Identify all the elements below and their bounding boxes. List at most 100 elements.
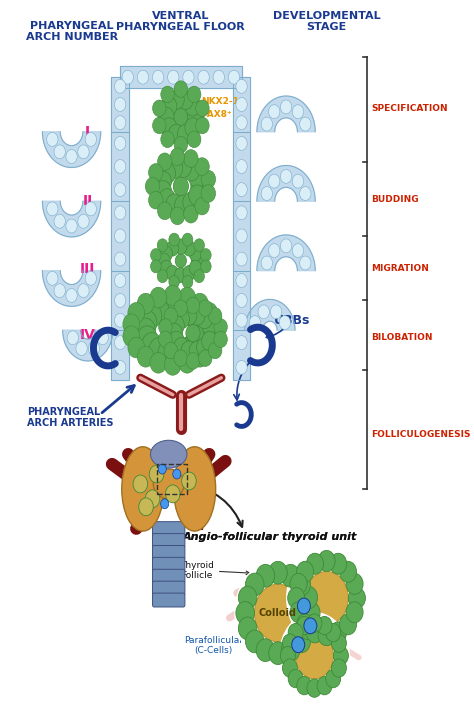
- Circle shape: [249, 316, 261, 330]
- Circle shape: [78, 145, 89, 159]
- Circle shape: [286, 549, 367, 647]
- Circle shape: [137, 70, 148, 84]
- Circle shape: [209, 308, 222, 324]
- Circle shape: [201, 331, 218, 351]
- Circle shape: [317, 676, 332, 695]
- Circle shape: [213, 70, 225, 84]
- Circle shape: [174, 157, 191, 177]
- Polygon shape: [233, 201, 250, 270]
- Circle shape: [292, 630, 310, 653]
- Circle shape: [201, 302, 218, 323]
- Circle shape: [174, 350, 187, 366]
- Circle shape: [146, 177, 160, 195]
- Polygon shape: [43, 132, 100, 167]
- Text: BUDDING: BUDDING: [371, 195, 419, 204]
- Circle shape: [236, 97, 247, 112]
- Circle shape: [166, 158, 183, 179]
- Polygon shape: [111, 77, 129, 132]
- Circle shape: [160, 246, 173, 261]
- Circle shape: [66, 289, 77, 302]
- Circle shape: [115, 136, 126, 150]
- Circle shape: [161, 97, 177, 116]
- Circle shape: [166, 241, 179, 256]
- Circle shape: [177, 90, 193, 109]
- Circle shape: [115, 274, 126, 287]
- Circle shape: [288, 669, 303, 688]
- Circle shape: [170, 207, 185, 225]
- Circle shape: [187, 131, 201, 148]
- Circle shape: [183, 241, 195, 256]
- Circle shape: [164, 354, 181, 375]
- Bar: [156, 464, 187, 494]
- Circle shape: [279, 316, 291, 330]
- Text: IV: IV: [80, 328, 96, 342]
- Circle shape: [115, 229, 126, 243]
- Circle shape: [142, 304, 162, 328]
- Circle shape: [166, 265, 179, 281]
- Circle shape: [149, 337, 169, 362]
- Circle shape: [236, 361, 247, 374]
- Circle shape: [168, 296, 187, 320]
- Text: II: II: [82, 194, 93, 208]
- Circle shape: [136, 318, 155, 342]
- Circle shape: [123, 326, 140, 347]
- Circle shape: [46, 202, 58, 216]
- Polygon shape: [120, 66, 242, 88]
- Circle shape: [151, 249, 161, 262]
- Circle shape: [88, 342, 100, 355]
- Circle shape: [201, 184, 216, 203]
- Circle shape: [149, 299, 169, 323]
- Circle shape: [166, 194, 183, 215]
- Circle shape: [183, 265, 195, 281]
- Circle shape: [329, 622, 346, 643]
- Text: Colloid: Colloid: [259, 608, 297, 618]
- Circle shape: [182, 233, 193, 246]
- Circle shape: [183, 192, 200, 213]
- Ellipse shape: [173, 447, 216, 531]
- Circle shape: [201, 249, 211, 262]
- Circle shape: [268, 104, 280, 119]
- Text: BILOBATION: BILOBATION: [371, 333, 433, 342]
- Circle shape: [76, 342, 87, 355]
- Circle shape: [191, 176, 208, 197]
- Circle shape: [258, 305, 269, 319]
- Circle shape: [46, 271, 58, 285]
- Circle shape: [299, 586, 318, 609]
- Circle shape: [78, 284, 89, 298]
- Circle shape: [169, 233, 180, 246]
- Circle shape: [183, 160, 200, 181]
- Text: VENTRAL
PHARYNGEAL FLOOR: VENTRAL PHARYNGEAL FLOOR: [117, 11, 245, 32]
- Circle shape: [159, 318, 172, 335]
- Circle shape: [169, 275, 180, 288]
- Circle shape: [159, 331, 172, 347]
- FancyBboxPatch shape: [153, 557, 185, 571]
- Circle shape: [333, 647, 348, 665]
- Circle shape: [236, 335, 247, 349]
- Circle shape: [148, 191, 163, 209]
- Circle shape: [157, 270, 168, 282]
- Circle shape: [186, 297, 200, 313]
- Circle shape: [236, 294, 247, 307]
- Circle shape: [153, 100, 166, 116]
- Circle shape: [66, 150, 77, 164]
- Ellipse shape: [151, 441, 187, 468]
- Circle shape: [128, 302, 145, 323]
- Circle shape: [199, 350, 212, 366]
- Circle shape: [209, 342, 222, 359]
- Circle shape: [199, 300, 212, 316]
- Circle shape: [190, 318, 210, 342]
- Circle shape: [133, 475, 148, 493]
- Circle shape: [269, 642, 287, 664]
- Circle shape: [290, 602, 307, 623]
- Circle shape: [283, 659, 297, 677]
- Circle shape: [158, 296, 178, 320]
- Circle shape: [331, 659, 346, 677]
- Circle shape: [128, 337, 145, 358]
- Circle shape: [238, 617, 257, 640]
- Polygon shape: [233, 330, 250, 380]
- Polygon shape: [233, 270, 250, 330]
- Circle shape: [183, 205, 198, 223]
- Circle shape: [182, 275, 193, 288]
- Circle shape: [189, 185, 206, 205]
- Circle shape: [197, 309, 212, 329]
